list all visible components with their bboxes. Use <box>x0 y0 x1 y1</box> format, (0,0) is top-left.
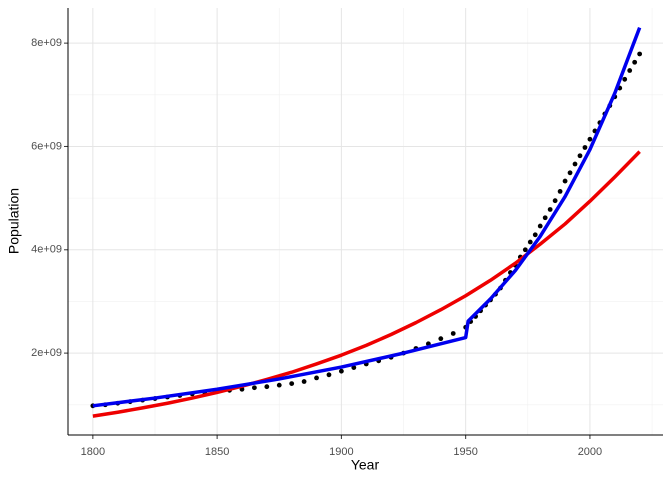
point <box>562 178 568 184</box>
point <box>557 189 563 194</box>
point <box>527 239 533 245</box>
point <box>542 215 548 221</box>
point <box>627 68 633 73</box>
point <box>326 372 332 378</box>
x-tick-label: 1950 <box>453 446 477 458</box>
point <box>314 375 319 381</box>
point <box>252 385 257 391</box>
y-tick-label: 8e+09 <box>31 37 62 49</box>
x-tick-label: 1800 <box>81 446 105 458</box>
point <box>577 153 583 159</box>
point <box>351 365 357 370</box>
point <box>537 223 543 229</box>
point <box>438 336 444 342</box>
point <box>582 145 588 150</box>
point <box>552 198 558 204</box>
point <box>567 170 573 176</box>
point <box>547 207 553 212</box>
point <box>264 384 270 390</box>
point <box>276 382 282 388</box>
point <box>622 76 628 82</box>
point <box>587 136 593 142</box>
point <box>289 381 295 386</box>
y-tick-label: 6e+09 <box>31 140 62 152</box>
point <box>637 51 643 57</box>
y-axis-title: Population <box>6 188 22 254</box>
point <box>532 232 538 238</box>
point <box>301 379 307 384</box>
x-axis-title: Year <box>351 457 380 473</box>
point <box>338 368 344 374</box>
y-tick-label: 2e+09 <box>31 347 62 359</box>
line <box>92 150 641 418</box>
x-tick-label: 1900 <box>329 446 353 458</box>
point <box>632 59 638 65</box>
x-tick-label: 2000 <box>578 446 602 458</box>
point <box>572 161 578 167</box>
y-tick-label: 4e+09 <box>31 244 62 256</box>
point <box>522 247 528 253</box>
point <box>450 331 456 336</box>
line <box>92 27 642 408</box>
x-tick-label: 1850 <box>205 446 229 458</box>
